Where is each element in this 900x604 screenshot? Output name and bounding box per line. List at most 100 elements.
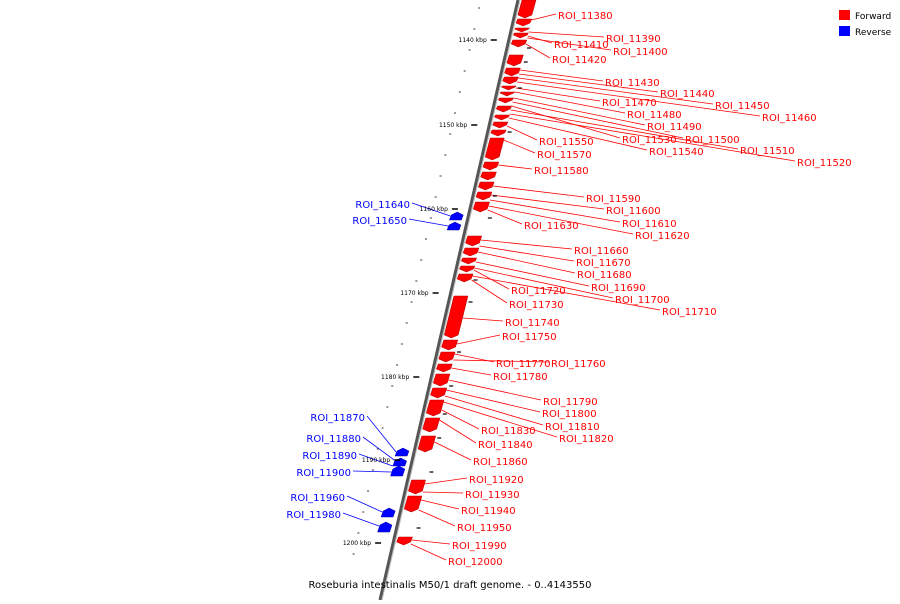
forward-gene-20: [475, 191, 493, 201]
forward-gene-33: [426, 399, 445, 417]
leader-forward: [472, 275, 661, 311]
forward-gene-30: [436, 363, 453, 373]
forward-gene-label: ROI_11400: [613, 47, 668, 58]
forward-gene-12: [495, 105, 513, 113]
forward-gene-label: ROI_11680: [577, 270, 632, 281]
leader-forward: [475, 261, 590, 287]
forward-gene-36: [408, 479, 426, 495]
leader-forward: [512, 101, 684, 139]
reverse-gene-label: ROI_11890: [302, 451, 357, 462]
forward-gene-label: ROI_11620: [635, 231, 690, 242]
leader-reverse: [366, 415, 397, 453]
tick-label: 1160 kbp: [420, 206, 448, 213]
forward-gene-8: [502, 76, 519, 85]
legend-forward-label: Forward: [855, 12, 891, 22]
leader-forward: [487, 209, 523, 225]
leader-forward: [474, 267, 614, 299]
forward-gene-label: ROI_11740: [505, 318, 560, 329]
leader-forward: [493, 185, 585, 198]
forward-gene-label: ROI_11950: [457, 523, 512, 534]
forward-gene-35: [417, 435, 437, 453]
legend: Forward Reverse: [839, 10, 892, 38]
reverse-gene-label: ROI_11640: [355, 200, 410, 211]
leader-forward: [446, 389, 541, 413]
leader-forward: [511, 105, 621, 139]
leader-forward: [441, 409, 480, 430]
forward-gene-label: ROI_11750: [502, 332, 557, 343]
forward-gene-10: [499, 91, 516, 97]
tick-label: 1170 kbp: [400, 290, 428, 297]
leader-forward: [489, 199, 621, 223]
forward-gene-16: [484, 137, 505, 161]
leader-forward: [480, 239, 573, 250]
leader-forward: [420, 499, 460, 510]
leader-forward: [518, 77, 714, 105]
minor-ticks: [352, 7, 531, 555]
reverse-gene-1: [449, 211, 464, 221]
forward-gene-label: ROI_11860: [473, 457, 528, 468]
reverse-gene-label: ROI_11960: [290, 493, 345, 504]
forward-gene-18: [480, 171, 497, 181]
forward-gene-17: [482, 161, 500, 171]
label-leaders: [342, 13, 796, 561]
forward-gene-label: ROI_11840: [478, 440, 533, 451]
leader-forward: [410, 543, 447, 561]
leader-forward: [439, 419, 477, 444]
forward-gene-label: ROI_11410: [554, 40, 609, 51]
reverse-gene-label: ROI_11900: [296, 468, 351, 479]
forward-gene-label: ROI_11450: [715, 101, 770, 112]
forward-gene-label: ROI_11940: [461, 506, 516, 517]
forward-gene-label: ROI_11540: [649, 147, 704, 158]
forward-gene-13: [494, 114, 510, 121]
forward-gene-label: ROI_11430: [605, 78, 660, 89]
forward-gene-label: ROI_11390: [606, 34, 661, 45]
legend-reverse-label: Reverse: [855, 28, 892, 38]
forward-gene-19: [477, 181, 495, 191]
forward-gene-label: ROI_11460: [762, 113, 817, 124]
gene-features: [377, 0, 537, 546]
forward-gene-label: ROI_11760: [551, 359, 606, 370]
forward-gene-11: [497, 97, 514, 104]
forward-gene-27: [443, 295, 469, 339]
leader-forward: [411, 539, 451, 545]
forward-gene-23: [462, 247, 480, 257]
leader-forward: [513, 97, 646, 126]
forward-gene-label: ROI_11630: [524, 221, 579, 232]
forward-gene-2: [515, 18, 533, 27]
forward-gene-4: [512, 32, 529, 39]
forward-gene-34: [422, 417, 441, 433]
forward-gene-26: [456, 273, 474, 283]
forward-gene-37: [403, 495, 423, 513]
forward-gene-3: [514, 27, 531, 33]
leader-forward: [528, 31, 605, 38]
forward-gene-label: ROI_11710: [662, 307, 717, 318]
forward-gene-7: [504, 67, 521, 77]
forward-gene-label: ROI_11700: [615, 295, 670, 306]
forward-gene-label: ROI_11930: [465, 490, 520, 501]
leader-forward: [508, 117, 648, 151]
forward-gene-label: ROI_11490: [647, 122, 702, 133]
forward-gene-label: ROI_11810: [545, 422, 600, 433]
forward-gene-38: [396, 536, 413, 546]
leader-forward: [518, 73, 659, 93]
forward-gene-24: [460, 257, 478, 265]
forward-gene-14: [492, 121, 509, 129]
forward-gene-label: ROI_11570: [537, 150, 592, 161]
genome-caption: Roseburia intestinalis M50/1 draft genom…: [309, 580, 592, 591]
leader-forward: [443, 401, 558, 438]
tick-label: 1150 kbp: [439, 122, 467, 129]
tick-label: 1140 kbp: [459, 37, 487, 44]
reverse-gene-3: [394, 447, 410, 457]
reverse-gene-4: [392, 457, 407, 467]
forward-gene-label: ROI_11500: [685, 135, 740, 146]
forward-gene-32: [430, 387, 448, 399]
forward-gene-9: [500, 85, 517, 91]
forward-gene-1: [517, 0, 537, 19]
leader-forward: [471, 279, 508, 304]
reverse-gene-5: [390, 465, 406, 477]
reverse-gene-6: [380, 507, 396, 518]
leader-forward: [473, 269, 510, 290]
forward-gene-label: ROI_11660: [574, 246, 629, 257]
leader-forward: [531, 13, 557, 21]
